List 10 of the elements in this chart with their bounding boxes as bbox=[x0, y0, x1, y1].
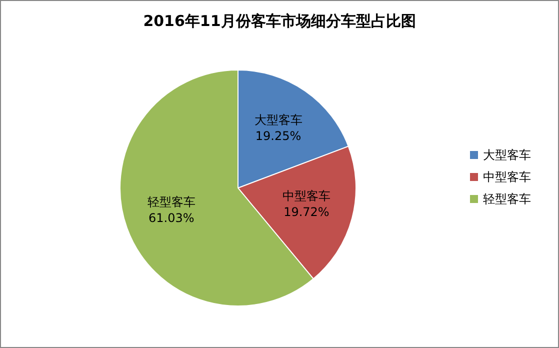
slice-label: 轻型客车 bbox=[147, 195, 196, 210]
slice-label: 大型客车 bbox=[254, 112, 302, 127]
data-label: 19.25% bbox=[255, 128, 302, 143]
slice-label: 中型客车 bbox=[282, 189, 330, 204]
legend-label: 轻型客车 bbox=[483, 192, 531, 206]
legend-label: 大型客车 bbox=[483, 148, 531, 162]
legend-label: 中型客车 bbox=[483, 170, 531, 184]
data-label: 61.03% bbox=[148, 211, 194, 226]
data-label: 19.72% bbox=[284, 205, 330, 220]
chart-title: 2016年11月份客车市场细分车型占比图 bbox=[143, 12, 416, 30]
